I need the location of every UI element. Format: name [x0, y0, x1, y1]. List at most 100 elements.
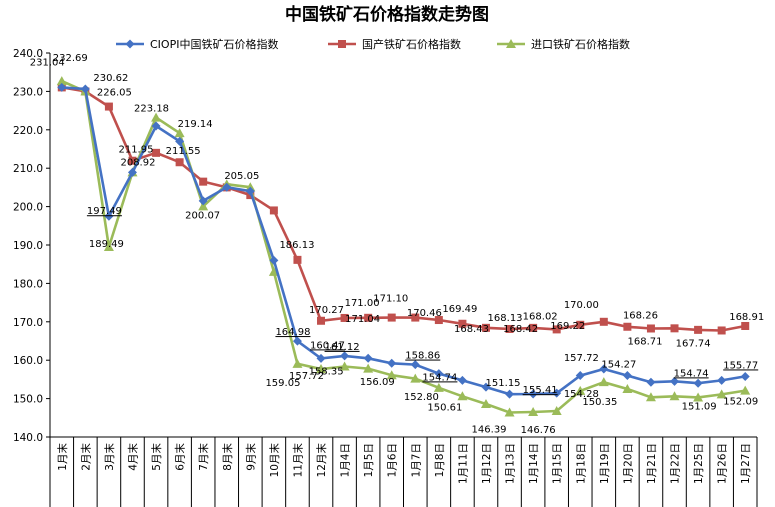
data-label: 146.39 [472, 424, 507, 435]
data-label: 168.02 [523, 311, 558, 322]
x-tick-label: 1月25日 [693, 443, 705, 484]
data-label: 170.46 [407, 308, 442, 319]
data-point [504, 407, 515, 417]
series-lines [56, 76, 751, 417]
data-label: 164.98 [275, 327, 310, 338]
data-label: 170.27 [309, 305, 344, 316]
data-point [340, 313, 349, 322]
x-tick-label: 1月4日 [340, 443, 352, 477]
data-point [623, 322, 632, 331]
data-point [57, 82, 67, 92]
y-tick-label: 150.0 [13, 394, 43, 406]
data-point [505, 324, 514, 333]
data-point [717, 326, 726, 335]
data-label: 168.43 [454, 324, 489, 335]
data-point [458, 319, 467, 328]
data-point [716, 389, 727, 399]
data-point [387, 313, 396, 322]
data-label: 155.41 [523, 385, 558, 396]
data-point [317, 316, 326, 325]
data-point [292, 336, 302, 346]
data-point [410, 373, 421, 383]
data-label: 230.62 [93, 73, 128, 84]
x-tick-label: 1月26日 [717, 443, 729, 484]
data-point [481, 323, 490, 332]
data-point [364, 313, 373, 322]
data-point [457, 375, 467, 385]
data-point [292, 358, 303, 368]
data-label: 169.22 [550, 321, 585, 332]
data-label: 226.05 [97, 88, 132, 99]
data-point [506, 39, 516, 48]
x-tick-label: 1月19日 [599, 443, 611, 484]
data-label: 189.49 [89, 239, 124, 250]
series-2 [56, 76, 751, 417]
data-point [575, 371, 585, 381]
x-tick-label: 8月末 [221, 443, 234, 471]
data-point [174, 128, 185, 138]
data-label: 157.72 [289, 371, 324, 382]
data-point [551, 406, 562, 416]
chart-title: 中国铁矿石价格指数走势图 [285, 4, 489, 25]
data-label: 158.86 [405, 351, 440, 362]
data-label: 171.00 [345, 298, 380, 309]
data-point [480, 398, 491, 408]
x-tick-label: 1月20日 [622, 443, 634, 484]
x-tick-label: 1月22日 [670, 443, 682, 484]
data-point [80, 84, 90, 94]
data-point [433, 382, 444, 392]
data-label: 154.74 [674, 368, 709, 379]
data-label: 205.05 [224, 171, 259, 182]
data-label: 232.69 [53, 53, 88, 64]
y-tick-label: 140.0 [13, 432, 43, 444]
data-point [741, 321, 750, 330]
data-point [293, 255, 302, 264]
y-tick-label: 180.0 [13, 278, 43, 290]
data-point [599, 364, 609, 374]
data-point [694, 325, 703, 334]
data-point [505, 389, 515, 399]
data-label: 171.10 [373, 294, 408, 305]
data-point [599, 317, 608, 326]
x-tick-label: 1月14日 [528, 443, 540, 484]
legend: CIOPI中国铁矿石价格指数 国产铁矿石价格指数 进口铁矿石价格指数 [116, 37, 630, 51]
x-tick-label: 1月6日 [387, 443, 399, 477]
x-tick-label: 1月21日 [646, 443, 658, 484]
x-tick-label: 1月5日 [363, 443, 375, 477]
data-label: 223.18 [134, 104, 169, 115]
data-label: 168.26 [623, 310, 658, 321]
x-tick-label: 6月末 [174, 443, 187, 471]
y-tick-label: 190.0 [13, 240, 43, 252]
data-point [434, 316, 443, 325]
data-label: 152.09 [723, 397, 758, 408]
legend-label: 进口铁矿石价格指数 [531, 37, 630, 51]
y-tick-label: 170.0 [13, 317, 43, 329]
data-label: 170.00 [564, 300, 599, 311]
data-label: 146.76 [521, 425, 556, 436]
data-point [56, 76, 67, 86]
data-label: 208.92 [120, 157, 155, 168]
data-point [199, 177, 208, 186]
data-point [245, 186, 255, 196]
data-point [411, 313, 420, 322]
data-point [268, 266, 279, 276]
data-point [104, 211, 114, 221]
x-tick-label: 1月8日 [434, 443, 446, 477]
data-point [740, 371, 750, 381]
x-tick-label: 1月15日 [552, 443, 564, 484]
x-tick-label: 5月末 [150, 443, 163, 471]
data-point [339, 361, 350, 371]
data-point [693, 392, 704, 402]
data-label: 186.13 [279, 240, 314, 251]
y-tick-label: 160.0 [13, 355, 43, 367]
data-point [529, 323, 538, 332]
data-point [338, 40, 346, 48]
data-point [175, 158, 184, 167]
x-tick-label: 3月末 [103, 443, 116, 471]
x-tick-label: 4月末 [126, 443, 139, 471]
data-label: 168.91 [729, 312, 764, 323]
data-point [269, 206, 278, 215]
axes: 140.0 150.0 160.0 170.0 180.0 190.0 200.0 210.0… [13, 48, 758, 507]
